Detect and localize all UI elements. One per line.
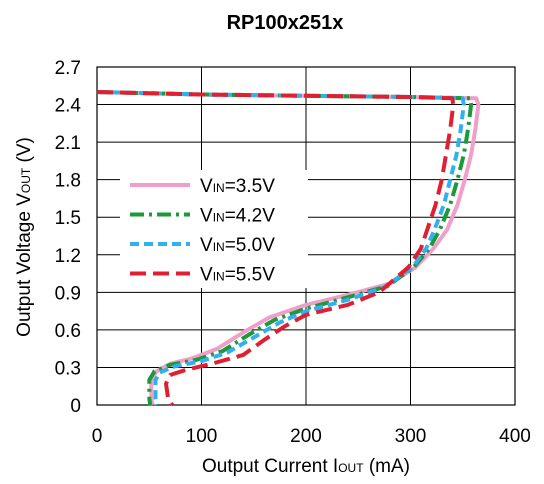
legend-label-3: VIN=5.0V (200, 235, 275, 256)
legend-label-2: VIN=4.2V (200, 206, 275, 227)
y-tick-label: 0.3 (55, 358, 81, 379)
x-tick-label: 0 (92, 426, 103, 447)
y-tick-label: 2.4 (55, 96, 82, 117)
series-line-4 (96, 90, 456, 407)
y-tick-label: 1.8 (55, 171, 81, 192)
x-tick-label: 100 (186, 426, 218, 447)
series-layer (96, 90, 481, 407)
x-tick-label: 400 (499, 426, 531, 447)
y-tick-label: 2.1 (55, 133, 81, 154)
legend-label-1: VIN=3.5V (200, 176, 275, 197)
y-tick-label: 0.9 (55, 283, 81, 304)
y-tick-label: 0 (70, 396, 81, 417)
x-tick-labels: 0 100 200 300 400 (92, 426, 531, 447)
x-tick-label: 300 (395, 426, 427, 447)
y-tick-label: 0.6 (55, 321, 81, 342)
y-axis-label: Output Voltage VOUT (V) (14, 137, 35, 337)
x-axis-label: Output Current IOUT (mA) (202, 456, 410, 477)
legend: VIN=3.5V VIN=4.2V VIN=5.0V VIN=5.5V (120, 170, 308, 288)
x-tick-label: 200 (290, 426, 322, 447)
y-tick-label: 2.7 (55, 58, 81, 79)
y-tick-labels: 0 0.3 0.6 0.9 1.2 1.5 1.8 2.1 2.4 2.7 (55, 58, 82, 417)
series-line-3 (96, 90, 466, 406)
plot-area (96, 66, 516, 406)
chart-title: RP100x251x (227, 12, 344, 34)
y-tick-label: 1.5 (55, 208, 81, 229)
legend-box (120, 170, 308, 288)
legend-label-4: VIN=5.5V (200, 265, 275, 286)
y-tick-label: 1.2 (55, 246, 81, 267)
series-line-2 (96, 90, 474, 406)
